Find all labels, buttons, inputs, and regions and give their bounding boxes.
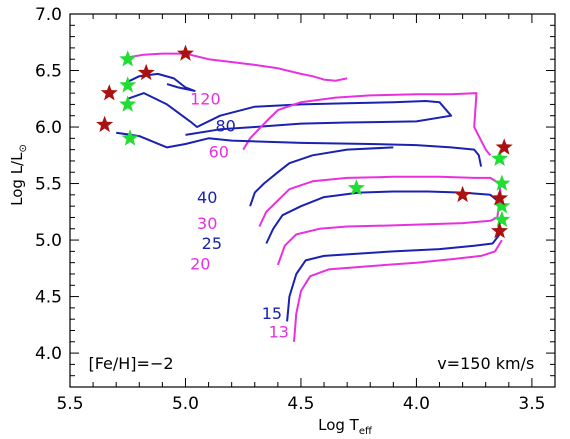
y-tick-label: 6.0 [35, 118, 62, 138]
x-tick-label: 5.5 [56, 394, 83, 414]
star-markers [96, 44, 513, 239]
track-80 [127, 92, 453, 136]
green-star-marker [119, 95, 137, 112]
y-axis-label-symbol: ⊙ [18, 144, 29, 152]
mass-label-25: 25 [202, 234, 222, 253]
red-star-marker [96, 115, 114, 133]
x-tick-label: 3.5 [518, 394, 545, 414]
green-star-marker [121, 129, 139, 146]
track-40b [249, 146, 394, 207]
red-star-marker [491, 189, 509, 206]
plot-frame [69, 13, 556, 388]
rotation-annotation: v=150 km/s [437, 354, 534, 373]
y-tick-label: 4.0 [35, 344, 62, 364]
x-tick-label: 4.5 [287, 394, 314, 414]
mass-label-30: 30 [197, 214, 217, 233]
metallicity-annotation: [Fe/H]=−2 [88, 354, 173, 373]
green-star-marker [493, 210, 511, 227]
x-tick-label: 5.0 [172, 394, 199, 414]
track-120 [129, 52, 348, 82]
red-star-marker [176, 44, 194, 61]
y-tick-label: 7.0 [35, 5, 62, 25]
x-axis-label-subscript: eff [359, 426, 373, 437]
track-85 [127, 72, 196, 92]
green-star-marker [119, 50, 137, 67]
green-star-marker [347, 179, 365, 196]
mass-label-20: 20 [190, 254, 210, 273]
green-star-marker [493, 174, 511, 191]
y-tick-label: 5.0 [35, 231, 62, 251]
y-tick-label: 4.5 [35, 288, 62, 308]
mass-label-40: 40 [197, 188, 217, 207]
mass-label-13: 13 [269, 322, 289, 341]
track-30 [258, 175, 503, 227]
track-40 [116, 131, 483, 167]
green-star-marker [493, 197, 511, 214]
track-60 [242, 92, 492, 156]
x-axis-label: Log Teff [318, 416, 373, 437]
red-star-marker [454, 185, 472, 203]
mass-label-15: 15 [262, 304, 282, 323]
y-tick-label: 6.5 [35, 62, 62, 82]
y-tick-label: 5.5 [35, 175, 62, 195]
mass-label-60: 60 [209, 143, 229, 162]
green-star-marker [119, 76, 137, 93]
red-star-marker [100, 84, 118, 101]
axes: 5.5 5.0 4.5 4.0 3.5 4.0 4.5 5.0 5.5 6.0 6.5 7.0 [35, 5, 556, 414]
track-20 [276, 200, 501, 266]
track-13 [293, 239, 503, 342]
red-star-marker [137, 63, 155, 81]
track-15 [286, 233, 501, 322]
green-star-marker [491, 149, 509, 166]
mass-label-80: 80 [216, 117, 236, 136]
x-tick-label: 4.0 [403, 394, 430, 414]
red-star-marker [495, 138, 513, 155]
red-star-marker [491, 222, 509, 239]
y-axis-label: Log L/L⊙ [8, 144, 29, 206]
evolutionary-tracks [116, 52, 503, 342]
mass-label-120: 120 [190, 89, 221, 108]
